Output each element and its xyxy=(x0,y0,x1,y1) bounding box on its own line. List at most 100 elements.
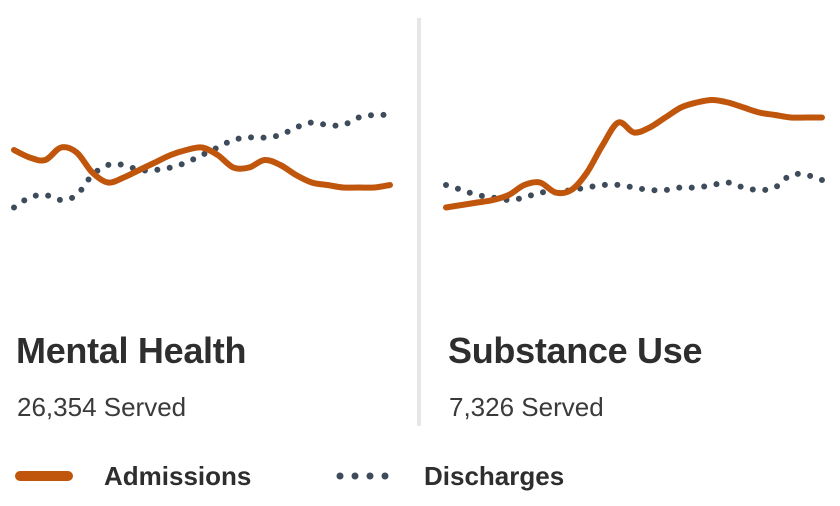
data-point-admissions-23 xyxy=(372,186,376,190)
data-point-discharges-6 xyxy=(538,191,542,195)
data-point-discharges-1 xyxy=(28,196,32,200)
data-point-discharges-19 xyxy=(742,186,746,190)
series-line-discharges xyxy=(443,170,825,203)
data-point-admissions-13 xyxy=(216,153,220,157)
data-point-admissions-16 xyxy=(263,158,267,162)
data-point-admissions-6 xyxy=(106,181,110,185)
data-point-admissions-8 xyxy=(569,188,573,192)
data-point-discharges-3 xyxy=(59,198,63,202)
data-point-admissions-12 xyxy=(200,146,204,150)
data-point-discharges-1 xyxy=(460,188,464,192)
series-line-discharges xyxy=(11,111,393,211)
data-point-admissions-17 xyxy=(710,98,714,102)
data-point-admissions-4 xyxy=(507,193,511,197)
data-point-discharges-12 xyxy=(632,186,636,190)
substance-use-sparkline xyxy=(443,97,825,211)
data-point-admissions-20 xyxy=(325,183,329,187)
data-point-discharges-5 xyxy=(522,196,526,200)
data-point-discharges-24 xyxy=(388,113,392,117)
data-point-admissions-15 xyxy=(247,166,251,170)
legend-item-admissions: Admissions xyxy=(14,456,251,496)
data-point-admissions-6 xyxy=(538,181,542,185)
data-point-discharges-0 xyxy=(12,206,16,210)
data-point-admissions-24 xyxy=(388,183,392,187)
data-point-discharges-19 xyxy=(310,121,314,125)
dotted-line-swatch-icon xyxy=(336,472,394,480)
data-point-discharges-7 xyxy=(122,163,126,167)
legend-item-discharges: Discharges xyxy=(334,456,564,496)
data-point-admissions-11 xyxy=(184,148,188,152)
data-point-admissions-15 xyxy=(679,106,683,110)
data-point-admissions-7 xyxy=(122,176,126,180)
data-point-admissions-11 xyxy=(616,121,620,125)
data-point-discharges-15 xyxy=(679,186,683,190)
data-point-discharges-22 xyxy=(357,116,361,120)
data-point-admissions-24 xyxy=(820,116,824,120)
data-point-discharges-17 xyxy=(278,133,282,137)
data-point-admissions-14 xyxy=(231,166,235,170)
data-point-discharges-10 xyxy=(169,166,173,170)
substance-use-panel: Substance Use 7,326 Served xyxy=(432,0,832,440)
data-point-admissions-2 xyxy=(43,158,47,162)
data-point-admissions-2 xyxy=(475,201,479,205)
data-point-admissions-18 xyxy=(726,101,730,105)
data-point-discharges-14 xyxy=(663,188,667,192)
data-point-discharges-23 xyxy=(372,113,376,117)
data-point-discharges-9 xyxy=(153,168,157,172)
data-point-admissions-3 xyxy=(491,198,495,202)
data-point-discharges-24 xyxy=(820,178,824,182)
legend-label: Discharges xyxy=(424,460,565,491)
data-point-admissions-5 xyxy=(522,183,526,187)
data-point-admissions-1 xyxy=(28,156,32,160)
solid-line-swatch-icon xyxy=(15,471,73,481)
data-point-admissions-19 xyxy=(742,106,746,110)
data-point-admissions-19 xyxy=(310,181,314,185)
data-point-discharges-21 xyxy=(341,123,345,127)
data-point-admissions-8 xyxy=(137,168,141,172)
data-point-admissions-0 xyxy=(12,148,16,152)
data-point-discharges-15 xyxy=(247,136,251,140)
data-point-discharges-20 xyxy=(757,188,761,192)
data-point-admissions-23 xyxy=(804,116,808,120)
data-point-discharges-6 xyxy=(106,163,110,167)
data-point-discharges-16 xyxy=(263,136,267,140)
data-point-admissions-0 xyxy=(444,206,448,210)
data-point-admissions-4 xyxy=(75,151,79,155)
served-count: 26,354 Served xyxy=(17,392,187,422)
data-point-discharges-17 xyxy=(710,183,714,187)
data-point-admissions-22 xyxy=(789,116,793,120)
series-line-admissions xyxy=(443,97,825,211)
data-point-discharges-23 xyxy=(804,173,808,177)
data-point-admissions-9 xyxy=(585,171,589,175)
series-line-admissions xyxy=(11,144,393,191)
panel-title: Mental Health xyxy=(16,330,247,371)
data-point-discharges-18 xyxy=(726,181,730,185)
data-point-discharges-11 xyxy=(616,183,620,187)
data-point-discharges-21 xyxy=(773,186,777,190)
data-point-discharges-16 xyxy=(695,186,699,190)
data-point-admissions-9 xyxy=(153,161,157,165)
data-point-discharges-14 xyxy=(231,138,235,142)
data-point-admissions-14 xyxy=(663,116,667,120)
data-point-admissions-18 xyxy=(294,173,298,177)
data-point-discharges-2 xyxy=(475,193,479,197)
data-point-admissions-1 xyxy=(460,203,464,207)
served-count: 7,326 Served xyxy=(449,392,604,422)
data-point-admissions-13 xyxy=(648,126,652,130)
data-point-discharges-10 xyxy=(601,183,605,187)
data-point-discharges-13 xyxy=(216,146,220,150)
data-point-discharges-0 xyxy=(444,183,448,187)
data-point-discharges-11 xyxy=(184,161,188,165)
data-point-admissions-22 xyxy=(357,186,361,190)
data-point-admissions-20 xyxy=(757,111,761,115)
data-point-admissions-3 xyxy=(59,146,63,150)
data-point-discharges-20 xyxy=(325,123,329,127)
data-point-discharges-2 xyxy=(43,193,47,197)
data-point-discharges-22 xyxy=(789,173,793,177)
mental-health-sparkline xyxy=(11,111,393,211)
data-point-admissions-17 xyxy=(278,163,282,167)
data-point-admissions-7 xyxy=(554,191,558,195)
mental-health-panel: Mental Health 26,354 Served xyxy=(0,0,400,440)
data-point-admissions-21 xyxy=(773,113,777,117)
data-point-admissions-21 xyxy=(341,186,345,190)
